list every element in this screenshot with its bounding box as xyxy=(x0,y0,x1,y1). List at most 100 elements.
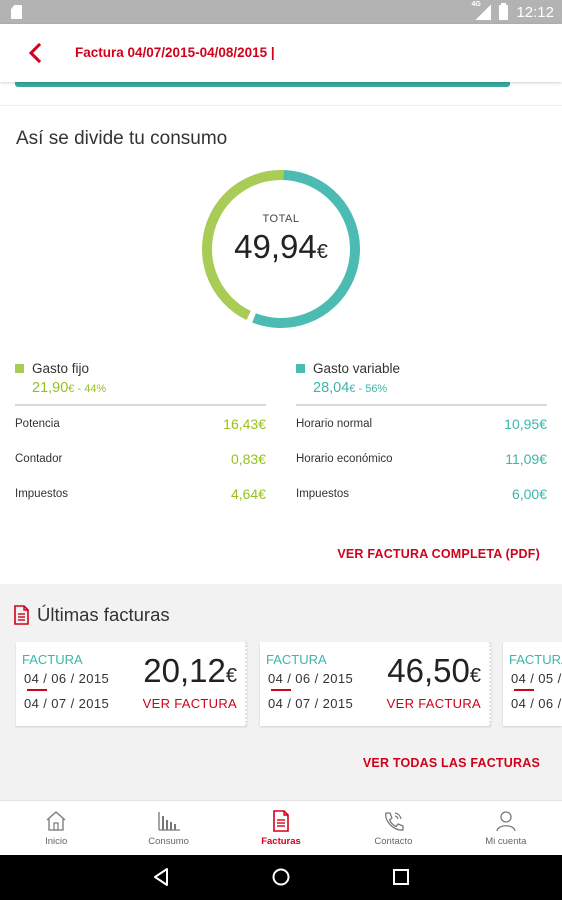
fixed-amount-value: 21,90 xyxy=(32,380,69,396)
invoice-card-label: FACTURA xyxy=(509,652,562,667)
line-item-label: Horario normal xyxy=(296,417,373,430)
line-item-label: Impuestos xyxy=(296,487,350,500)
donut-segment-fixed xyxy=(202,170,360,328)
invoice-date-from: 04 / 06 / 2015 xyxy=(268,671,354,686)
divider xyxy=(0,105,562,106)
page-title: Factura 04/07/2015-04/08/2015 | xyxy=(75,45,275,60)
tab-facturas[interactable]: Facturas xyxy=(225,801,337,855)
bar-chart-icon xyxy=(157,812,180,831)
consumption-donut-chart xyxy=(202,170,360,329)
divider xyxy=(15,404,266,406)
invoice-date-from: 04 / 05 / xyxy=(511,671,562,686)
battery-icon xyxy=(499,2,509,20)
invoice-card[interactable]: FACTURA 04 / 05 / 04 / 06 / xyxy=(503,642,562,726)
user-icon xyxy=(496,811,516,832)
line-item-label: Horario económico xyxy=(296,452,393,465)
invoice-date-to: 04 / 07 / 2015 xyxy=(268,696,354,711)
sd-card-icon xyxy=(11,5,22,19)
tab-label: Consumo xyxy=(148,836,189,847)
line-item: Potencia 16,43€ xyxy=(15,406,266,441)
variable-percent: - 56% xyxy=(355,383,388,395)
line-item-value: 0,83€ xyxy=(230,450,266,467)
date-underline xyxy=(514,689,534,691)
view-invoice-link[interactable]: VER FACTURA xyxy=(386,696,481,711)
variable-amount-value: 28,04 xyxy=(313,380,350,396)
consumo-title: Así se divide tu consumo xyxy=(16,128,228,149)
invoice-currency: € xyxy=(225,665,237,687)
variable-amount: 28,04€ - 56% xyxy=(313,380,547,402)
date-underline xyxy=(271,689,291,691)
bottom-tab-bar: Inicio Consumo Facturas Contacto xyxy=(0,800,562,855)
tab-label: Facturas xyxy=(261,836,301,847)
fixed-label: Gasto fijo xyxy=(32,360,90,376)
line-item-label: Potencia xyxy=(15,417,60,430)
variable-swatch-icon xyxy=(296,363,305,373)
signal-icon: 4G xyxy=(471,1,492,20)
total-currency: € xyxy=(316,241,328,263)
tab-label: Mi cuenta xyxy=(485,836,527,847)
invoice-card-label: FACTURA xyxy=(22,652,83,667)
line-item-label: Impuestos xyxy=(15,487,69,500)
line-item-value: 11,09€ xyxy=(505,450,547,467)
invoice-amount-value: 20,12 xyxy=(143,652,226,689)
invoice-amount-value: 46,50 xyxy=(387,652,470,689)
tab-label: Contacto xyxy=(374,836,413,847)
back-arrow-icon[interactable] xyxy=(24,41,48,65)
total-value: 49,94 xyxy=(234,228,317,265)
view-full-invoice-pdf-link[interactable]: VER FACTURA COMPLETA (PDF) xyxy=(337,547,540,561)
line-item-value: 6,00€ xyxy=(511,485,547,502)
tab-label: Inicio xyxy=(45,836,68,847)
phone-icon xyxy=(385,812,405,831)
invoice-card[interactable]: FACTURA 04 / 06 / 2015 04 / 07 / 2015 46… xyxy=(260,642,491,726)
fixed-swatch-icon xyxy=(15,363,24,373)
invoice-date-to: 04 / 07 / 2015 xyxy=(24,696,110,711)
network-type: 4G xyxy=(471,1,481,8)
nav-home-icon[interactable] xyxy=(271,867,291,887)
invoice-amount: 20,12€ xyxy=(143,652,237,690)
date-underline xyxy=(27,689,47,691)
fixed-amount: 21,90€ - 44% xyxy=(32,380,266,402)
status-bar: 4G 12:12 xyxy=(0,0,562,24)
document-icon xyxy=(14,605,29,625)
line-item-value: 10,95€ xyxy=(504,415,547,432)
line-item: Horario normal 10,95€ xyxy=(296,406,547,441)
line-item-label: Contador xyxy=(15,452,63,465)
donut-total-label: TOTAL xyxy=(262,213,300,225)
invoice-card[interactable]: FACTURA 04 / 06 / 2015 04 / 07 / 2015 20… xyxy=(16,642,247,726)
nav-recents-icon[interactable] xyxy=(392,867,410,887)
invoice-currency: € xyxy=(469,665,481,687)
tab-mi-cuenta[interactable]: Mi cuenta xyxy=(450,801,562,855)
invoice-amount: 46,50€ xyxy=(387,652,481,690)
view-all-invoices-link[interactable]: VER TODAS LAS FACTURAS xyxy=(362,756,540,770)
document-icon xyxy=(273,810,289,832)
nav-back-icon[interactable] xyxy=(151,867,171,887)
line-item: Horario económico 11,09€ xyxy=(296,441,547,476)
variable-cost-column: Gasto variable 28,04€ - 56% Horario norm… xyxy=(296,358,547,511)
system-nav-bar xyxy=(0,855,562,900)
home-icon xyxy=(46,811,66,831)
variable-label: Gasto variable xyxy=(313,360,401,376)
app-header: Factura 04/07/2015-04/08/2015 | xyxy=(0,24,562,82)
fixed-percent: - 44% xyxy=(74,383,107,395)
line-item: Impuestos 4,64€ xyxy=(15,476,266,511)
clock: 12:12 xyxy=(516,3,554,21)
donut-total-amount: 49,94€ xyxy=(200,228,362,266)
fixed-currency: € xyxy=(68,383,75,395)
view-invoice-link[interactable]: VER FACTURA xyxy=(142,696,237,711)
invoice-date-from: 04 / 06 / 2015 xyxy=(24,671,110,686)
divider xyxy=(296,404,547,406)
invoice-card-label: FACTURA xyxy=(266,652,327,667)
tab-contacto[interactable]: Contacto xyxy=(337,801,449,855)
invoice-date-to: 04 / 06 / xyxy=(511,696,562,711)
tab-consumo[interactable]: Consumo xyxy=(112,801,224,855)
line-item-value: 4,64€ xyxy=(230,485,266,502)
line-item: Contador 0,83€ xyxy=(15,441,266,476)
tab-inicio[interactable]: Inicio xyxy=(0,801,112,855)
variable-currency: € xyxy=(349,383,356,395)
line-item: Impuestos 6,00€ xyxy=(296,476,547,511)
line-item-value: 16,43€ xyxy=(223,415,266,432)
latest-invoices-title: Últimas facturas xyxy=(37,604,170,625)
fixed-cost-column: Gasto fijo 21,90€ - 44% Potencia 16,43€ … xyxy=(15,358,266,511)
latest-invoices-header: Últimas facturas xyxy=(14,604,170,626)
progress-strip xyxy=(15,82,510,87)
